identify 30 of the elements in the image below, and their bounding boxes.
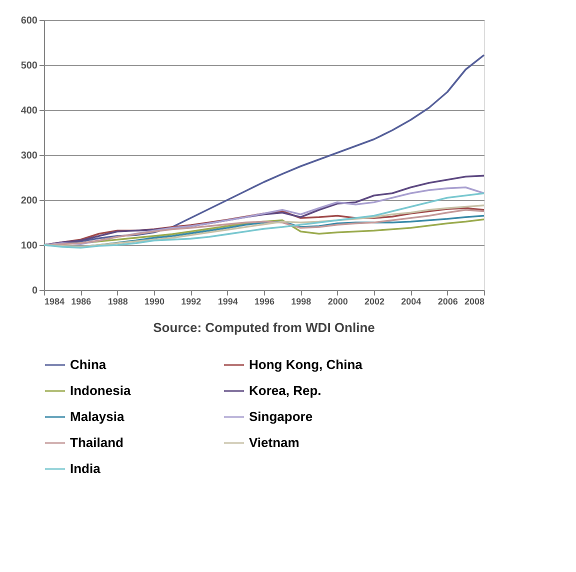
y-tick-label: 200	[20, 196, 38, 206]
x-tick-label: 1984	[44, 296, 65, 306]
y-tick-label: 100	[20, 240, 38, 252]
x-tick-label: 2008	[464, 296, 484, 306]
x-tick-label: 1988	[108, 296, 128, 306]
legend-label: Thailand	[70, 435, 124, 450]
legend-label: Singapore	[249, 409, 313, 424]
y-tick-label: 300	[20, 150, 38, 162]
legend-label: India	[70, 461, 102, 476]
x-tick-label: 2002	[364, 296, 385, 306]
y-tick-label: 600	[20, 16, 38, 26]
legend-label: Malaysia	[70, 409, 125, 424]
x-tick-label: 2000	[328, 296, 348, 306]
x-tick-label: 1998	[291, 296, 312, 306]
legend-label: Korea, Rep.	[249, 383, 322, 398]
legend-label: Indonesia	[70, 383, 132, 398]
x-tick-label: 1992	[181, 296, 202, 306]
source-note: Source: Computed from WDI Online	[153, 320, 375, 335]
y-tick-label: 0	[32, 286, 38, 296]
x-tick-label: 1990	[144, 296, 165, 306]
x-tick-label: 2006	[438, 296, 458, 306]
x-tick-label: 1986	[71, 296, 92, 306]
legend-label: Vietnam	[249, 435, 300, 450]
legend-label: China	[70, 357, 107, 372]
y-tick-label: 400	[20, 106, 38, 116]
legend-label: Hong Kong, China	[249, 357, 364, 372]
x-tick-label: 1994	[218, 296, 238, 306]
y-tick-label: 500	[20, 60, 38, 72]
x-tick-label: 1996	[254, 296, 275, 306]
x-tick-label: 2004	[401, 296, 422, 306]
